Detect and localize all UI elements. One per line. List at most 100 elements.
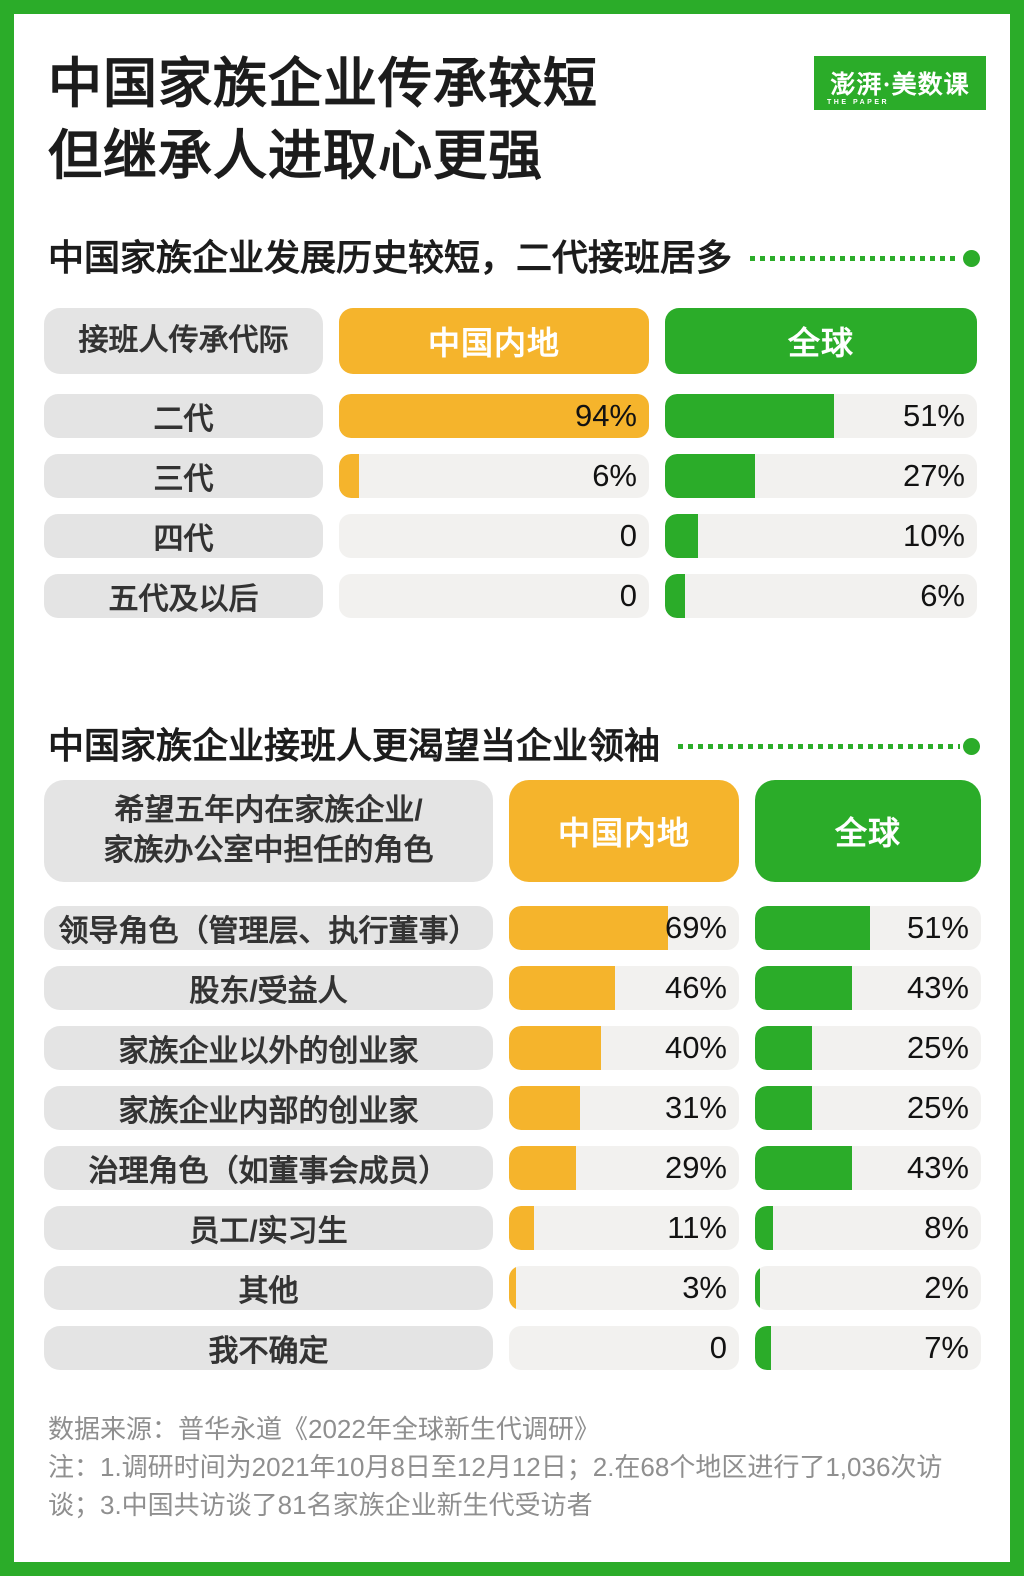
section2-heading: 中国家族企业接班人更渴望当企业领袖: [44, 724, 980, 768]
row-label: 我不确定: [44, 1326, 493, 1370]
data-source: 数据来源：普华永道《2022年全球新生代调研》: [48, 1414, 600, 1444]
bar-value: 2%: [924, 1270, 969, 1305]
section1-heading: 中国家族企业发展历史较短，二代接班居多: [44, 236, 980, 280]
dotted-leader-line: [750, 255, 960, 261]
bar-fill-yellow: [509, 1026, 601, 1070]
bar-track-green: 51%: [755, 906, 981, 950]
bar-track-green: 25%: [755, 1086, 981, 1130]
footer: 数据来源：普华永道《2022年全球新生代调研》 注：1.调研时间为2021年10…: [44, 1410, 980, 1524]
series-header-yellow: 中国内地: [339, 308, 649, 374]
row-label: 员工/实习生: [44, 1206, 493, 1250]
top-header: 中国家族企业传承较短 但继承人进取心更强 澎湃·美数课 THE PAPER: [44, 48, 986, 192]
bar-track-green: 7%: [755, 1326, 981, 1370]
bar-value: 94%: [574, 398, 637, 433]
bar-fill-green: [665, 574, 685, 618]
bar-value: 10%: [902, 518, 965, 553]
leader-dot-icon: [963, 249, 980, 267]
generation-table: 接班人传承代际 中国内地 全球二代 94% 51% 三代 6% 27% 四代 0 10% 五代及以后 0…: [44, 308, 980, 618]
table-corner-label: 接班人传承代际: [44, 308, 323, 374]
bar-value: 0: [709, 1330, 727, 1365]
row-label: 家族企业以外的创业家: [44, 1026, 493, 1070]
bar-value: 7%: [924, 1330, 969, 1365]
bar-value: 25%: [906, 1090, 969, 1125]
section2-title: 中国家族企业接班人更渴望当企业领袖: [48, 725, 661, 766]
bar-track-yellow: 0: [339, 514, 649, 558]
bar-fill-yellow: [509, 1086, 581, 1130]
bar-fill-green: [755, 1326, 771, 1370]
dotted-leader-line: [678, 743, 960, 749]
bar-fill-green: [755, 1206, 774, 1250]
bar-fill-green: [755, 1026, 812, 1070]
row-label: 股东/受益人: [44, 966, 493, 1010]
row-label: 四代: [44, 514, 323, 558]
bar-track-yellow: 0: [509, 1326, 739, 1370]
bar-track-green: 6%: [665, 574, 977, 618]
bar-fill-green: [665, 454, 755, 498]
bar-track-green: 8%: [755, 1206, 981, 1250]
bar-value: 31%: [664, 1090, 727, 1125]
bar-value: 69%: [664, 910, 727, 945]
footnotes: 注：1.调研时间为2021年10月8日至12月12日；2.在68个地区进行了1,…: [48, 1452, 943, 1520]
bar-value: 43%: [906, 1150, 969, 1185]
row-label: 五代及以后: [44, 574, 323, 618]
row-label: 家族企业内部的创业家: [44, 1086, 493, 1130]
bar-track-yellow: 69%: [509, 906, 739, 950]
row-label: 三代: [44, 454, 323, 498]
page-title-line2: 但继承人进取心更强: [48, 126, 543, 186]
infographic-content: 中国家族企业传承较短 但继承人进取心更强 澎湃·美数课 THE PAPER 中国…: [14, 48, 1010, 1524]
bar-fill-green: [665, 394, 835, 438]
bar-value: 29%: [664, 1150, 727, 1185]
bar-value: 11%: [667, 1210, 727, 1245]
bar-track-green: 43%: [755, 966, 981, 1010]
series-header-green: 全球: [665, 308, 977, 374]
row-label: 其他: [44, 1266, 493, 1310]
bar-fill-green: [755, 1266, 760, 1310]
bar-fill-green: [755, 1146, 853, 1190]
bar-fill-yellow: [339, 394, 649, 438]
bar-value: 27%: [902, 458, 965, 493]
bar-value: 51%: [906, 910, 969, 945]
bar-value: 8%: [924, 1210, 969, 1245]
row-label: 领导角色（管理层、执行董事）: [44, 906, 493, 950]
bar-fill-yellow: [509, 906, 668, 950]
table-body: 领导角色（管理层、执行董事） 69% 51% 股东/受益人 46% 43% 家族企业以外的创…: [44, 906, 981, 1370]
bar-track-green: 25%: [755, 1026, 981, 1070]
bar-value: 6%: [592, 458, 637, 493]
bar-fill-green: [755, 966, 853, 1010]
row-label: 二代: [44, 394, 323, 438]
bar-fill-yellow: [509, 1206, 535, 1250]
leader-dot-icon: [963, 737, 980, 755]
bar-track-green: 2%: [755, 1266, 981, 1310]
bar-fill-green: [755, 906, 871, 950]
bar-track-green: 51%: [665, 394, 977, 438]
logo-subtext: THE PAPER: [827, 99, 890, 106]
bar-value: 51%: [902, 398, 965, 433]
bar-value: 0: [619, 578, 637, 613]
section1-title: 中国家族企业发展历史较短，二代接班居多: [48, 237, 733, 278]
thepaper-logo: 澎湃·美数课 THE PAPER: [814, 56, 986, 110]
bar-value: 0: [619, 518, 637, 553]
table-header-row: 希望五年内在家族企业/ 家族办公室中担任的角色 中国内地 全球: [44, 780, 981, 882]
row-label: 治理角色（如董事会成员）: [44, 1146, 493, 1190]
role-table: 希望五年内在家族企业/ 家族办公室中担任的角色 中国内地 全球领导角色（管理层、执行…: [44, 780, 981, 1370]
bar-track-green: 10%: [665, 514, 977, 558]
bar-track-yellow: 40%: [509, 1026, 739, 1070]
bar-track-yellow: 29%: [509, 1146, 739, 1190]
bar-track-yellow: 6%: [339, 454, 649, 498]
bar-fill-yellow: [509, 1266, 516, 1310]
bar-fill-green: [665, 514, 699, 558]
bar-value: 3%: [682, 1270, 727, 1305]
bar-track-yellow: 94%: [339, 394, 649, 438]
bar-value: 46%: [664, 970, 727, 1005]
bar-track-yellow: 3%: [509, 1266, 739, 1310]
bar-track-yellow: 31%: [509, 1086, 739, 1130]
bar-track-yellow: 46%: [509, 966, 739, 1010]
bar-fill-yellow: [509, 1146, 576, 1190]
bar-value: 6%: [920, 578, 965, 613]
bar-value: 43%: [906, 970, 969, 1005]
bar-track-yellow: 0: [339, 574, 649, 618]
bar-fill-green: [755, 1086, 812, 1130]
table-corner-label: 希望五年内在家族企业/ 家族办公室中担任的角色: [44, 780, 493, 882]
bar-fill-yellow: [339, 454, 359, 498]
logo-text: 澎湃·美数课: [830, 72, 970, 99]
